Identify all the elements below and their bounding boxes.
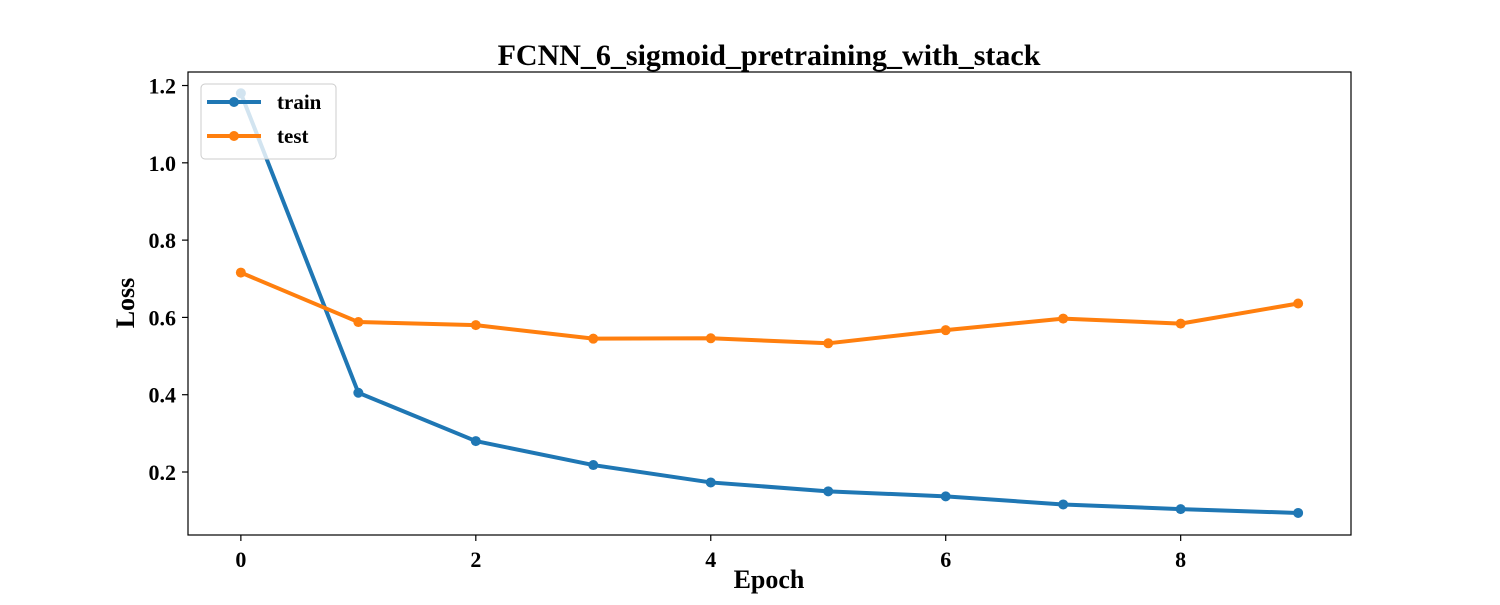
data-point-train	[823, 486, 834, 497]
plot-frame	[187, 71, 1352, 536]
data-point-test	[235, 267, 246, 278]
data-point-test	[705, 333, 716, 344]
data-point-test	[470, 320, 481, 331]
legend-label-train: train	[277, 90, 322, 114]
data-point-test	[1293, 298, 1304, 309]
x-tick-label: 4	[705, 547, 716, 572]
legend-label-test: test	[277, 124, 308, 148]
series-line-test	[238, 270, 1301, 346]
data-point-test	[353, 317, 364, 328]
data-point-train	[705, 477, 716, 488]
data-point-train	[353, 387, 364, 398]
data-point-train	[1058, 499, 1069, 510]
x-axis-label: Epoch	[734, 565, 805, 594]
series-test	[235, 267, 1304, 349]
y-tick-label: 0.8	[149, 228, 177, 253]
series-line-train	[238, 91, 1301, 515]
x-tick-label: 2	[470, 547, 481, 572]
chart-title: FCNN_6_sigmoid_pretraining_with_stack	[498, 39, 1041, 72]
data-point-train	[470, 436, 481, 447]
data-point-test	[940, 325, 951, 336]
series-train	[235, 88, 1304, 518]
y-tick-label: 0.6	[149, 305, 177, 330]
y-axis: 0.2 0.4 0.6 0.8 1.0 1.2	[149, 74, 188, 485]
data-point-test	[588, 333, 599, 344]
x-tick-label: 8	[1175, 547, 1186, 572]
legend-marker-test	[229, 131, 239, 141]
data-point-test	[823, 338, 834, 349]
series-layer	[235, 88, 1304, 518]
x-tick-label: 6	[940, 547, 951, 572]
y-tick-label: 1.2	[149, 74, 177, 99]
x-tick-label: 0	[235, 547, 246, 572]
y-tick-label: 1.0	[149, 151, 177, 176]
x-axis: 0 2 4 6 8	[235, 535, 1186, 572]
data-point-test	[1175, 318, 1186, 329]
legend-marker-train	[229, 97, 239, 107]
legend: train test	[200, 83, 337, 160]
y-axis-label: Loss	[111, 278, 140, 329]
y-tick-label: 0.2	[149, 460, 177, 485]
data-point-train	[588, 460, 599, 471]
data-point-train	[1175, 504, 1186, 515]
data-point-train	[940, 491, 951, 502]
y-tick-label: 0.4	[149, 383, 177, 408]
data-point-test	[1058, 313, 1069, 324]
data-point-train	[1293, 507, 1304, 518]
